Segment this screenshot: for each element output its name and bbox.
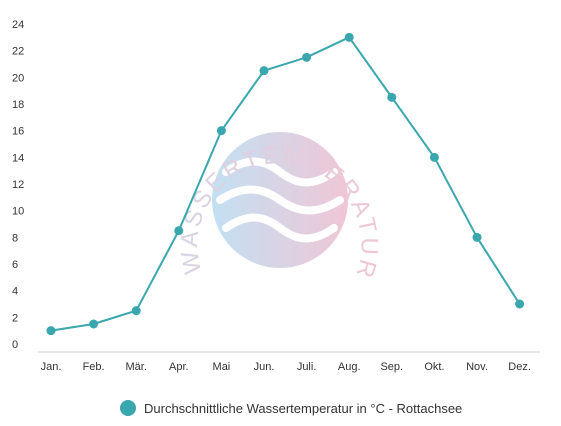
y-tick-label: 18: [12, 99, 24, 111]
x-tick-label: Apr.: [169, 361, 189, 373]
y-tick-label: 6: [12, 259, 18, 271]
data-point[interactable]: [344, 32, 354, 42]
data-point[interactable]: [174, 226, 184, 236]
x-axis: Jan. Feb. Mär. Apr. Mai Jun. Juli. Aug. Sep. Okt.…: [41, 361, 531, 373]
data-point[interactable]: [429, 152, 439, 162]
y-tick-label: 16: [12, 126, 24, 138]
data-point[interactable]: [216, 126, 226, 136]
y-tick-label: 4: [12, 286, 18, 298]
data-point[interactable]: [515, 299, 525, 309]
data-point[interactable]: [131, 306, 141, 316]
x-tick-label: Dez.: [508, 361, 531, 373]
y-tick-label: 8: [12, 232, 18, 244]
y-tick-label: 10: [12, 206, 24, 218]
watermark-logo: WASSERTEMPERATUR.ORG: [0, 0, 380, 284]
series-line: [50, 36, 521, 332]
x-tick-label: Juli.: [297, 361, 317, 373]
data-point[interactable]: [46, 326, 56, 336]
data-point[interactable]: [259, 66, 269, 76]
x-tick-label: Sep.: [380, 361, 403, 373]
legend[interactable]: Durchschnittliche Wassertemperatur in °C…: [120, 398, 462, 418]
x-tick-label: Feb.: [83, 361, 105, 373]
data-point[interactable]: [302, 52, 312, 62]
x-tick-label: Nov.: [466, 361, 488, 373]
y-tick-label: 14: [12, 152, 24, 164]
data-points: [46, 32, 525, 336]
x-tick-label: Mai: [213, 361, 231, 373]
x-tick-label: Okt.: [424, 361, 444, 373]
legend-marker-icon: [120, 400, 136, 416]
y-tick-label: 22: [12, 46, 24, 58]
x-tick-label: Jun.: [254, 361, 275, 373]
x-tick-label: Aug.: [338, 361, 361, 373]
legend-label: Durchschnittliche Wassertemperatur in °C…: [144, 400, 463, 416]
data-point[interactable]: [89, 319, 99, 329]
y-tick-label: 20: [12, 72, 24, 84]
y-tick-label: 24: [12, 19, 24, 31]
y-tick-label: 0: [12, 339, 18, 351]
data-point[interactable]: [472, 232, 482, 242]
y-tick-label: 2: [12, 312, 18, 324]
x-tick-label: Jan.: [41, 361, 62, 373]
x-tick-label: Mär.: [125, 361, 146, 373]
wave-icon: [216, 157, 344, 243]
data-point[interactable]: [387, 92, 397, 102]
y-tick-label: 12: [12, 179, 24, 191]
